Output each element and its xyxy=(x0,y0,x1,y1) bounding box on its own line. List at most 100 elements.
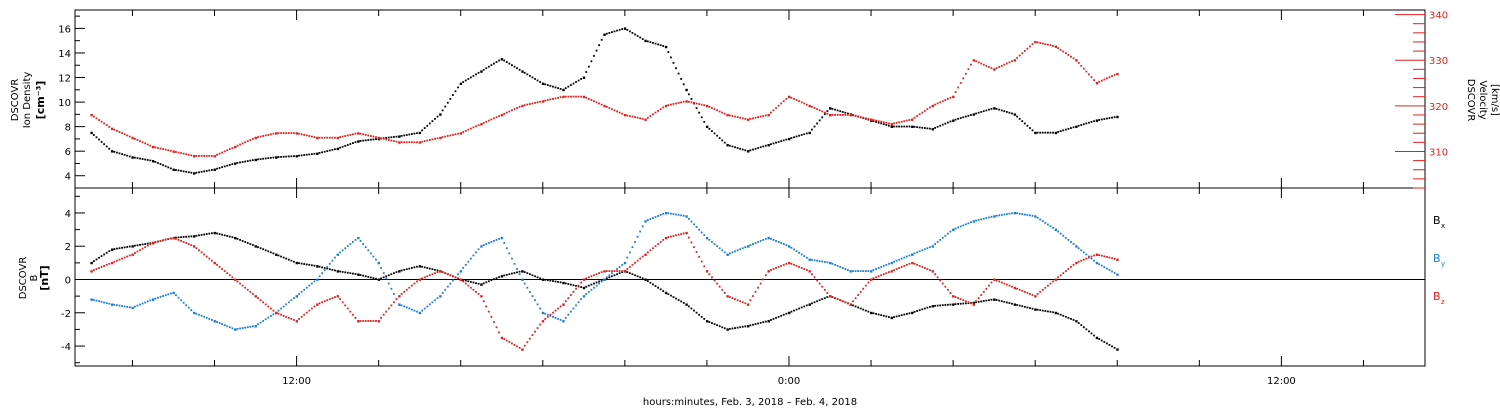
data-point xyxy=(251,137,254,140)
data-point xyxy=(293,155,295,158)
data-point xyxy=(513,272,516,274)
data-point xyxy=(867,310,870,313)
data-point xyxy=(967,222,970,225)
data-point xyxy=(1034,215,1037,218)
data-point xyxy=(554,316,557,319)
data-point xyxy=(1023,122,1026,125)
data-point xyxy=(195,312,198,315)
data-point xyxy=(941,100,944,103)
data-point xyxy=(677,214,680,216)
data-point xyxy=(970,63,972,66)
legend-entry: B xyxy=(1433,290,1441,303)
data-point xyxy=(608,107,611,109)
data-point xyxy=(469,280,472,283)
data-point xyxy=(323,267,326,269)
data-point xyxy=(954,227,957,230)
data-point xyxy=(575,304,577,307)
data-point xyxy=(521,104,524,108)
data-point xyxy=(923,109,926,112)
data-point xyxy=(949,292,952,294)
data-point xyxy=(1103,118,1106,120)
data-point xyxy=(1003,300,1006,303)
data-point xyxy=(675,102,677,105)
data-point xyxy=(721,288,724,291)
data-point xyxy=(613,270,616,272)
data-point xyxy=(164,238,167,241)
data-point xyxy=(459,278,463,281)
data-point xyxy=(834,297,836,300)
data-point xyxy=(300,262,303,265)
data-point xyxy=(1072,126,1075,129)
data-point xyxy=(357,320,360,323)
data-point xyxy=(808,258,811,261)
data-point xyxy=(182,152,185,155)
data-point xyxy=(190,171,193,174)
data-point xyxy=(1011,112,1013,115)
data-point xyxy=(977,297,980,300)
data-point xyxy=(1041,42,1044,45)
data-point xyxy=(275,132,278,135)
data-point xyxy=(1003,110,1006,113)
data-point xyxy=(1034,308,1037,311)
data-point xyxy=(1039,309,1042,312)
data-point xyxy=(577,79,580,82)
data-point xyxy=(575,81,577,83)
data-point xyxy=(921,266,924,268)
data-point xyxy=(593,274,595,277)
data-point xyxy=(139,303,141,306)
data-point xyxy=(652,41,654,44)
data-point xyxy=(939,238,942,241)
data-point xyxy=(652,283,654,286)
data-point xyxy=(269,251,272,254)
data-point xyxy=(90,270,93,273)
data-point xyxy=(485,67,488,70)
data-point xyxy=(621,271,624,274)
data-point xyxy=(239,238,241,241)
data-point xyxy=(1013,211,1017,215)
data-point xyxy=(413,141,416,144)
data-point xyxy=(1000,214,1003,216)
data-point xyxy=(657,243,659,245)
data-point xyxy=(264,303,267,306)
data-point xyxy=(226,149,229,152)
data-point xyxy=(862,287,865,290)
data-point xyxy=(695,102,698,105)
data-point xyxy=(531,76,534,79)
data-point xyxy=(216,232,218,235)
top-left-ylabel-3: [cm⁻³] xyxy=(34,81,47,120)
data-point xyxy=(118,152,121,155)
data-point xyxy=(364,275,367,278)
data-point xyxy=(631,273,634,276)
data-point xyxy=(664,236,668,240)
data-point xyxy=(300,290,303,293)
data-point xyxy=(1113,257,1116,260)
data-point xyxy=(567,85,570,88)
data-point xyxy=(954,296,957,298)
data-point xyxy=(569,84,572,86)
data-point xyxy=(885,121,888,124)
data-point xyxy=(495,61,498,63)
data-point xyxy=(331,297,334,300)
data-point xyxy=(475,251,477,254)
data-point xyxy=(246,326,249,329)
data-point xyxy=(680,101,683,104)
data-point xyxy=(1088,256,1090,259)
data-point xyxy=(372,277,375,280)
data-point xyxy=(1064,52,1067,55)
data-point xyxy=(936,276,939,279)
data-point xyxy=(185,304,188,307)
data-point xyxy=(628,251,631,254)
data-point xyxy=(852,304,854,307)
data-point xyxy=(877,267,880,269)
data-point xyxy=(977,111,980,114)
data-point xyxy=(298,132,300,135)
data-point xyxy=(680,78,683,80)
top-panel-series xyxy=(90,27,1119,175)
data-point xyxy=(475,290,477,293)
data-point xyxy=(805,269,808,271)
data-point xyxy=(672,235,675,237)
data-point xyxy=(605,32,608,35)
data-point xyxy=(123,305,126,308)
data-point xyxy=(846,113,849,116)
data-point xyxy=(146,242,149,245)
